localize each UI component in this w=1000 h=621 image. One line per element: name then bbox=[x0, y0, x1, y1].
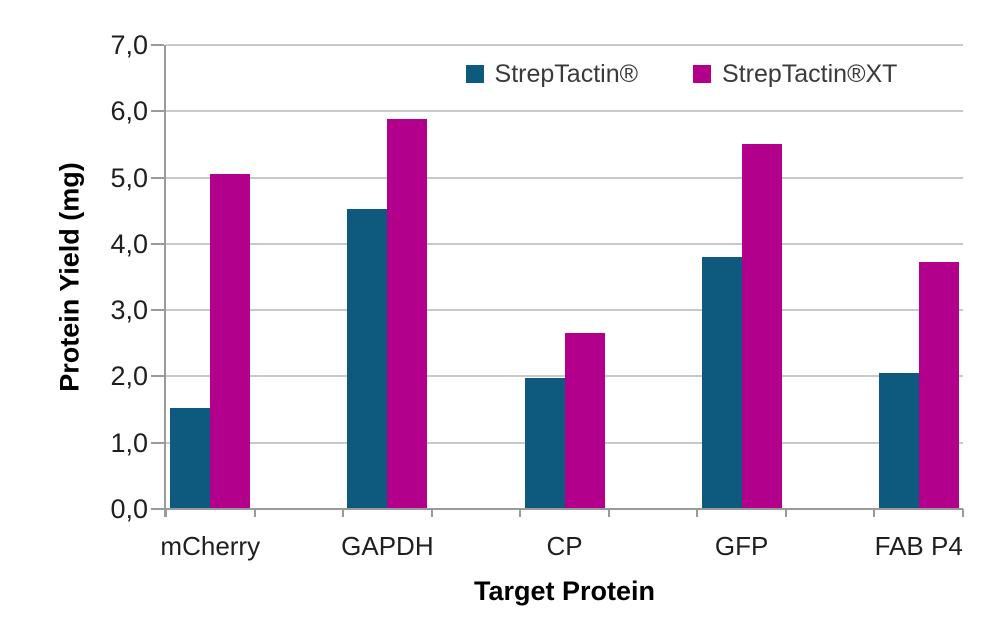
plot-area bbox=[151, 44, 964, 517]
legend-marker-series1 bbox=[465, 65, 484, 83]
bar-gfp-series2 bbox=[741, 144, 782, 509]
bar-cp-series2 bbox=[564, 332, 605, 509]
x-axis-tick bbox=[607, 509, 610, 517]
category-label-gfp: GFP bbox=[714, 531, 769, 561]
y-axis-tick bbox=[151, 309, 164, 312]
x-axis-tick bbox=[342, 509, 345, 517]
bar-gapdh-series1 bbox=[347, 208, 388, 509]
x-axis-tick bbox=[253, 509, 256, 517]
y-tick-label: 3,0 bbox=[110, 295, 148, 326]
category-label-fab-p4: FAB P4 bbox=[874, 531, 963, 561]
bar-gfp-series1 bbox=[701, 257, 742, 509]
y-axis-tick bbox=[151, 441, 164, 444]
y-tick-label: 7,0 bbox=[110, 30, 148, 60]
y-axis-line bbox=[164, 45, 166, 517]
legend-label-series1: StrepTactin® bbox=[494, 59, 639, 88]
x-axis-tick bbox=[430, 509, 433, 517]
x-axis-tick bbox=[696, 509, 699, 517]
bar-gapdh-series2 bbox=[387, 119, 428, 509]
y-tick-label: 1,0 bbox=[110, 427, 148, 458]
x-axis-tick bbox=[784, 509, 787, 517]
y-axis-tick bbox=[151, 176, 164, 179]
y-tick-label: 5,0 bbox=[110, 162, 148, 193]
bar-fab-p4-series2 bbox=[918, 261, 959, 509]
gridline bbox=[166, 44, 963, 46]
legend-item-series2: StrepTactin®XT bbox=[693, 60, 897, 89]
y-tick-label: 6,0 bbox=[110, 96, 148, 127]
bar-mcherry-series2 bbox=[210, 173, 251, 509]
category-label-mcherry: mCherry bbox=[160, 531, 261, 561]
gridline bbox=[166, 176, 963, 179]
y-axis-tick bbox=[151, 110, 164, 113]
x-axis-tick bbox=[165, 509, 167, 517]
y-axis-tick bbox=[151, 44, 164, 46]
category-label-gapdh: GAPDH bbox=[341, 531, 434, 561]
x-axis-tick bbox=[873, 509, 876, 517]
y-tick-label: 4,0 bbox=[110, 228, 148, 259]
legend-label-series2: StrepTactin®XT bbox=[722, 59, 898, 88]
legend-item-series1: StrepTactin® bbox=[465, 59, 639, 89]
y-axis-tick bbox=[151, 242, 164, 245]
x-axis-title: Target Protein bbox=[473, 576, 656, 606]
legend-marker-series2 bbox=[693, 65, 712, 83]
x-axis-tick bbox=[962, 509, 964, 517]
x-axis-line bbox=[164, 508, 963, 510]
bar-fab-p4-series1 bbox=[878, 373, 919, 509]
gridline bbox=[166, 309, 963, 312]
x-axis-tick bbox=[519, 509, 522, 517]
category-label-cp: CP bbox=[546, 531, 583, 561]
bar-cp-series1 bbox=[524, 377, 565, 509]
y-axis-title: Protein Yield (mg) bbox=[54, 162, 85, 392]
gridline bbox=[166, 242, 963, 245]
gridline bbox=[166, 110, 963, 113]
y-axis-tick bbox=[151, 375, 164, 378]
bar-mcherry-series1 bbox=[170, 408, 211, 509]
legend: StrepTactin® StrepTactin®XT bbox=[400, 56, 963, 92]
y-axis-tick bbox=[151, 508, 164, 510]
y-tick-label: 2,0 bbox=[110, 361, 148, 392]
y-tick-label: 0,0 bbox=[110, 494, 148, 524]
